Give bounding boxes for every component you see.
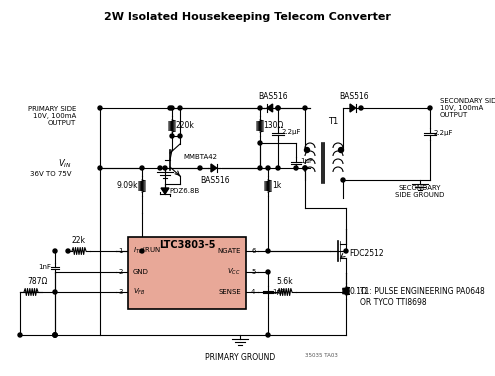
Text: 9.09k: 9.09k [116,180,138,190]
Circle shape [294,166,298,170]
Circle shape [163,166,167,170]
Text: 2W Isolated Housekeeping Telecom Converter: 2W Isolated Housekeeping Telecom Convert… [103,12,391,22]
Text: PDZ6.8B: PDZ6.8B [169,188,199,194]
Circle shape [18,333,22,337]
Circle shape [303,166,307,170]
Circle shape [276,166,280,170]
Text: MMBTA42: MMBTA42 [183,154,217,160]
Text: GND: GND [133,269,149,275]
Circle shape [66,249,70,253]
Circle shape [303,166,307,170]
Text: $V_{IN}$: $V_{IN}$ [58,158,72,170]
Circle shape [344,290,348,294]
Circle shape [168,106,172,110]
Circle shape [344,249,348,253]
Circle shape [140,166,144,170]
Polygon shape [211,164,217,172]
Circle shape [258,141,262,145]
Circle shape [53,333,57,337]
Circle shape [170,134,174,138]
Text: 2.2µF: 2.2µF [282,129,301,135]
Text: 130Ω: 130Ω [263,120,283,129]
Text: 5: 5 [251,269,255,275]
Text: PRIMARY GROUND: PRIMARY GROUND [205,353,275,362]
Circle shape [98,106,102,110]
Circle shape [266,333,270,337]
Text: 1nF: 1nF [38,264,51,270]
Text: FDC2512: FDC2512 [349,250,384,259]
Text: BAS516: BAS516 [200,176,230,185]
Circle shape [428,106,432,110]
Text: BAS516: BAS516 [258,92,288,101]
Circle shape [53,333,57,337]
Text: 1k: 1k [272,180,281,190]
Polygon shape [350,104,355,112]
Text: 36V TO 75V: 36V TO 75V [31,171,72,177]
Text: T1: T1 [328,117,338,126]
Circle shape [359,106,363,110]
Text: 4: 4 [251,289,255,295]
Text: 1: 1 [118,248,123,254]
Circle shape [53,333,57,337]
Circle shape [304,147,309,153]
Circle shape [198,166,202,170]
Circle shape [258,166,262,170]
Circle shape [339,147,344,153]
Circle shape [276,106,280,110]
Circle shape [266,166,270,170]
FancyBboxPatch shape [128,237,246,309]
Text: SENSE: SENSE [218,289,241,295]
Text: PRIMARY SIDE
10V, 100mA
OUTPUT: PRIMARY SIDE 10V, 100mA OUTPUT [28,106,76,126]
Polygon shape [161,188,169,194]
Text: 0.1Ω: 0.1Ω [349,287,367,296]
Text: 5.6k: 5.6k [277,277,294,286]
Text: 2: 2 [119,269,123,275]
Text: 2.2µF: 2.2µF [434,130,453,136]
Circle shape [53,333,57,337]
Circle shape [178,134,182,138]
Circle shape [266,249,270,253]
Circle shape [140,249,144,253]
Text: 787Ω: 787Ω [28,277,48,286]
Circle shape [98,166,102,170]
Circle shape [258,106,262,110]
Text: 35035 TA03: 35035 TA03 [305,353,338,358]
Circle shape [266,270,270,274]
Text: 1µF: 1µF [272,289,285,295]
Text: BAS516: BAS516 [339,92,369,101]
Text: SECONDARY
SIDE GROUND: SECONDARY SIDE GROUND [396,185,445,198]
Text: SECONDARY SIDE
10V, 100mA
OUTPUT: SECONDARY SIDE 10V, 100mA OUTPUT [440,98,495,118]
Text: $I_{TH}$/RUN: $I_{TH}$/RUN [133,246,161,256]
Circle shape [303,106,307,110]
Text: $V_{FB}$: $V_{FB}$ [133,287,146,297]
Circle shape [158,166,162,170]
Text: 22k: 22k [72,236,86,245]
Polygon shape [267,104,273,112]
Text: 220k: 220k [175,120,194,129]
Text: NGATE: NGATE [217,248,241,254]
Circle shape [341,178,345,182]
Circle shape [178,106,182,110]
Text: 1µF: 1µF [300,158,313,164]
Text: 6: 6 [251,248,255,254]
Circle shape [53,290,57,294]
Text: LTC3803-5: LTC3803-5 [159,240,215,250]
Text: 3: 3 [118,289,123,295]
Text: $V_{CC}$: $V_{CC}$ [227,267,241,277]
Circle shape [276,106,280,110]
Circle shape [170,106,174,110]
Text: T1: PULSE ENGINEERING PA0648
OR TYCO TTI8698: T1: PULSE ENGINEERING PA0648 OR TYCO TTI… [360,287,485,307]
Circle shape [53,249,57,253]
